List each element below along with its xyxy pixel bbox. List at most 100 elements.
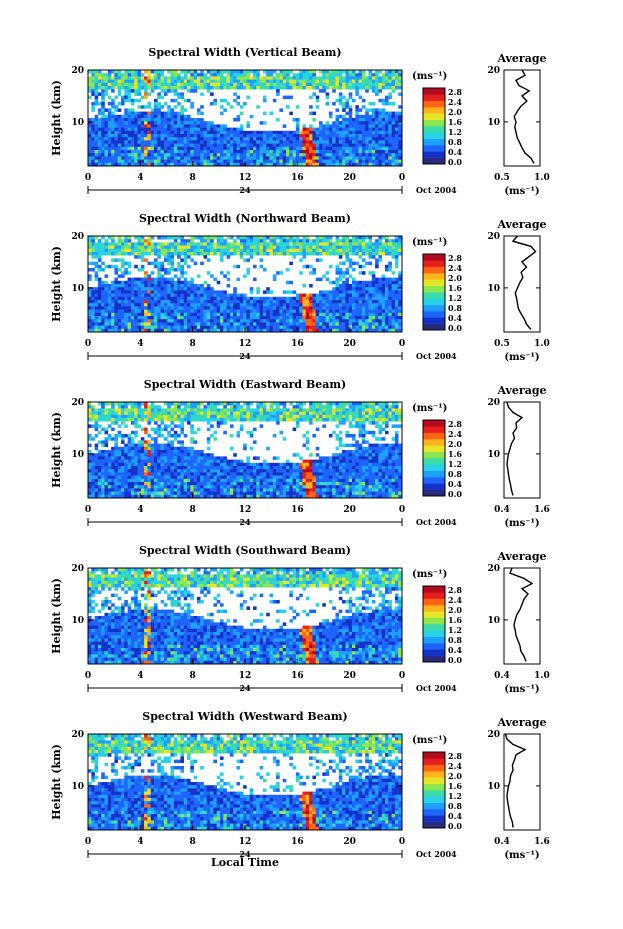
colorbar-tick-label: 0.0 [448, 655, 462, 665]
colorbar-swatch [423, 266, 445, 274]
x-tick-label: 0 [85, 173, 91, 183]
colorbar-tick-label: 2.8 [448, 87, 462, 97]
colorbar-tick-label: 1.2 [448, 625, 462, 635]
x-tick-label: 0 [85, 671, 91, 681]
colorbar-swatch [423, 777, 445, 784]
avg-y-tick-label: 20 [487, 398, 500, 408]
day-label: 24 [239, 185, 251, 195]
avg-x-axis-label: (ms⁻¹) [504, 186, 539, 197]
avg-x-tick-label: 0.4 [494, 837, 510, 847]
colorbar-tick-label: 2.4 [448, 595, 462, 605]
colorbar-swatch [423, 489, 445, 497]
colorbar-swatch [423, 617, 445, 625]
x-tick-label: 0 [399, 837, 405, 847]
panel-4: Spectral Width (Westward Beam) 20 10 Height… [50, 710, 550, 861]
date-label: Oct 2004 [416, 683, 457, 693]
heatmap-field [88, 568, 402, 665]
average-profile-line [504, 733, 527, 828]
y-tick-label: 10 [71, 118, 84, 128]
x-tick-label: 0 [399, 671, 405, 681]
avg-x-tick-label: 0.4 [494, 671, 510, 681]
panel-3: Spectral Width (Southward Beam) 20 10 Heigh… [50, 544, 550, 695]
colorbar-frame [422, 253, 446, 331]
colorbar-frame [422, 419, 446, 497]
y-tick-label: 20 [71, 232, 84, 242]
y-tick-label: 20 [71, 564, 84, 574]
x-tick-label: 8 [190, 339, 196, 349]
colorbar-tick-label: 1.2 [448, 791, 462, 801]
x-tick-label: 12 [239, 671, 252, 681]
panel-title: Spectral Width (Vertical Beam) [148, 46, 341, 59]
colorbar-tick-label: 0.4 [448, 147, 462, 157]
colorbar-swatch [423, 285, 445, 293]
x-tick-label: 4 [137, 837, 143, 847]
colorbar-tick-label: 0.8 [448, 635, 462, 645]
day-label: 24 [239, 517, 251, 527]
x-axis-label: Local Time [211, 856, 279, 869]
avg-x-tick-label: 1.0 [534, 339, 550, 349]
day-label: 24 [239, 683, 251, 693]
avg-x-axis-label: (ms⁻¹) [504, 684, 539, 695]
colorbar-swatch [423, 802, 445, 810]
colorbar-swatch [423, 605, 445, 612]
colorbar-swatch [423, 323, 445, 331]
colorbar-swatch [423, 132, 445, 139]
colorbar-swatch [423, 821, 445, 829]
colorbar-swatch [423, 630, 445, 637]
colorbar-tick-label: 0.0 [448, 489, 462, 499]
x-tick-label: 0 [399, 173, 405, 183]
heatmap-field [88, 70, 402, 167]
y-tick-label: 20 [71, 398, 84, 408]
colorbar-tick-label: 2.4 [448, 263, 462, 273]
colorbar-swatch [423, 151, 445, 158]
colorbar-swatch [423, 655, 445, 663]
colorbar-swatch [423, 643, 445, 650]
x-tick-label: 4 [137, 173, 143, 183]
colorbar-tick-label: 0.8 [448, 469, 462, 479]
colorbar-swatch [423, 592, 445, 599]
colorbar-swatch [423, 317, 445, 324]
colorbar-tick-label: 1.6 [448, 615, 462, 625]
y-tick-label: 10 [71, 616, 84, 626]
colorbar-swatch [423, 273, 445, 280]
x-tick-label: 16 [291, 671, 304, 681]
colorbar-unit: (ms⁻¹) [412, 237, 447, 248]
x-tick-label: 12 [239, 837, 252, 847]
x-tick-label: 16 [291, 173, 304, 183]
avg-x-axis-label: (ms⁻¹) [504, 352, 539, 363]
avg-y-tick-label: 20 [487, 66, 500, 76]
colorbar-swatch [423, 88, 445, 95]
colorbar-tick-label: 2.8 [448, 419, 462, 429]
date-label: Oct 2004 [416, 517, 457, 527]
avg-y-tick-label: 10 [487, 616, 500, 626]
colorbar-swatch [423, 586, 445, 593]
average-title: Average [496, 218, 546, 231]
colorbar-swatch [423, 483, 445, 490]
x-tick-label: 12 [239, 505, 252, 515]
colorbar-swatch [423, 790, 445, 797]
colorbar-swatch [423, 439, 445, 446]
avg-y-tick-label: 10 [487, 118, 500, 128]
avg-x-axis-label: (ms⁻¹) [504, 518, 539, 529]
colorbar-swatch [423, 432, 445, 440]
average-profile-line [511, 235, 537, 330]
colorbar-swatch [423, 126, 445, 133]
average-title: Average [496, 550, 546, 563]
colorbar-swatch [423, 611, 445, 618]
colorbar-swatch [423, 796, 445, 803]
x-tick-label: 0 [399, 339, 405, 349]
avg-x-tick-label: 1.6 [534, 837, 550, 847]
panel-1: Spectral Width (Northward Beam) 20 10 Heigh… [50, 212, 550, 363]
heatmap-field [88, 734, 402, 831]
colorbar-tick-label: 1.6 [448, 283, 462, 293]
y-axis-label: Height (km) [50, 246, 63, 322]
avg-x-tick-label: 0.4 [494, 505, 510, 515]
colorbar-tick-label: 0.8 [448, 137, 462, 147]
date-label: Oct 2004 [416, 351, 457, 361]
colorbar-tick-label: 2.4 [448, 429, 462, 439]
colorbar-swatch [423, 624, 445, 631]
average-frame [503, 401, 541, 499]
x-tick-label: 20 [343, 173, 356, 183]
x-tick-label: 12 [239, 173, 252, 183]
y-tick-label: 20 [71, 730, 84, 740]
